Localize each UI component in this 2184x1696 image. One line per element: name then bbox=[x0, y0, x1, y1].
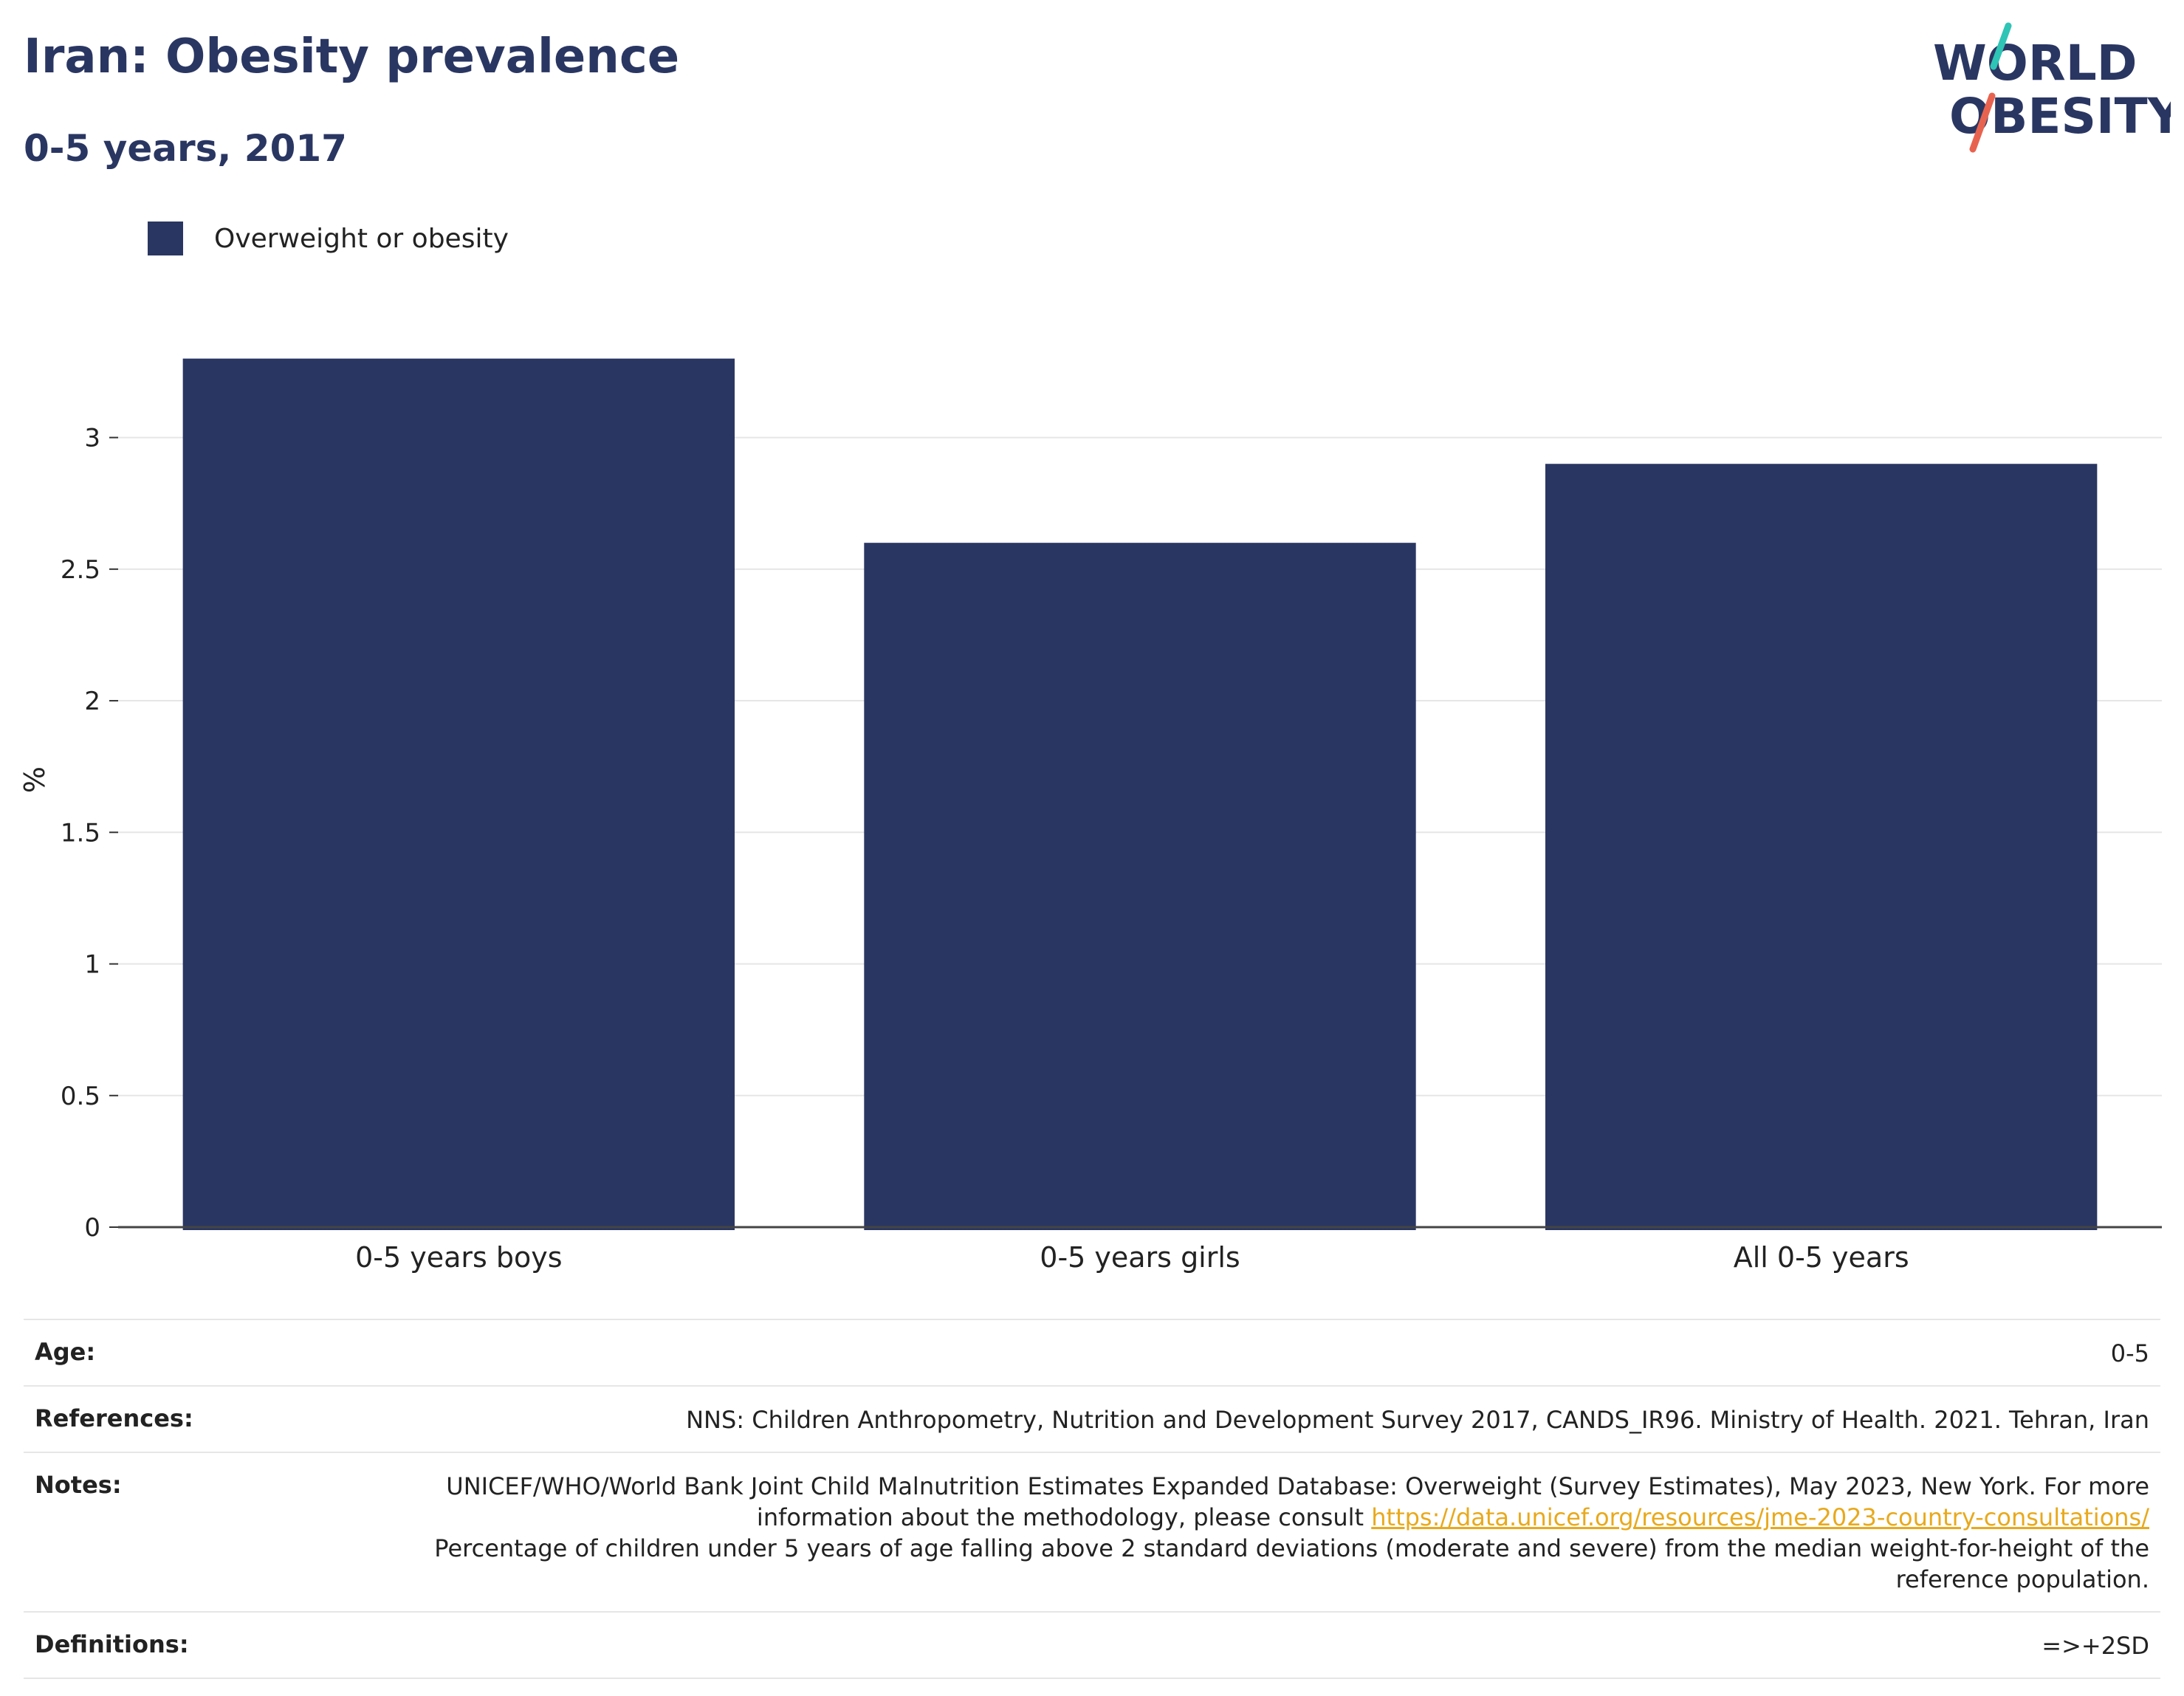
y-tick-label: 2 bbox=[84, 687, 100, 716]
definitions-value: =>+2SD bbox=[2042, 1632, 2149, 1660]
meta-row-notes: Notes: UNICEF/WHO/World Bank Joint Child… bbox=[24, 1452, 2160, 1611]
metadata-table: Age: 0-5 References: NNS: Children Anthr… bbox=[24, 1319, 2160, 1679]
chart-legend: Overweight or obesity bbox=[148, 222, 509, 255]
legend-label: Overweight or obesity bbox=[214, 223, 509, 254]
world-obesity-logo: WORLD OBESITY bbox=[1933, 22, 2171, 153]
x-tick-label: 0-5 years boys bbox=[355, 1241, 562, 1274]
bar-chart: 0 0.5 1 1.5 2 2.5 3% 0-5 years boys 0-5 years gi… bbox=[18, 358, 2162, 1274]
bar bbox=[864, 543, 1416, 1230]
age-label: Age: bbox=[35, 1338, 96, 1366]
notes-link[interactable]: https://data.unicef.org/resources/jme-20… bbox=[1371, 1503, 2149, 1531]
y-tick-label: 2.5 bbox=[61, 555, 100, 585]
references-value: NNS: Children Anthropometry, Nutrition a… bbox=[686, 1406, 2149, 1434]
bar bbox=[1545, 464, 2098, 1230]
y-tick-label: 0 bbox=[84, 1213, 100, 1243]
chart-title: Iran: Obesity prevalence bbox=[24, 30, 680, 84]
bar bbox=[182, 358, 735, 1230]
y-tick-label: 0.5 bbox=[61, 1082, 100, 1111]
legend-swatch bbox=[148, 222, 183, 255]
age-value: 0-5 bbox=[2110, 1339, 2149, 1367]
references-label: References: bbox=[35, 1404, 193, 1432]
y-axis-label: % bbox=[18, 766, 51, 793]
meta-row-references: References: NNS: Children Anthropometry,… bbox=[24, 1385, 2160, 1452]
meta-row-definitions: Definitions: =>+2SD bbox=[24, 1611, 2160, 1679]
notes-label: Notes: bbox=[35, 1471, 122, 1499]
x-tick-label: 0-5 years girls bbox=[1040, 1241, 1240, 1274]
notes-text: UNICEF/WHO/World Bank Joint Child Malnut… bbox=[446, 1472, 2149, 1531]
y-tick-label: 1 bbox=[84, 950, 100, 980]
logo-slash-top bbox=[1990, 22, 2012, 70]
y-tick-label: 3 bbox=[84, 424, 100, 453]
definitions-label: Definitions: bbox=[35, 1630, 189, 1658]
notes-text-definition: Percentage of children under 5 years of … bbox=[434, 1534, 2149, 1593]
x-tick-label: All 0-5 years bbox=[1734, 1241, 1909, 1274]
logo-slash-bottom bbox=[1969, 92, 1996, 153]
y-tick-label: 1.5 bbox=[61, 818, 100, 848]
chart-subtitle: 0-5 years, 2017 bbox=[24, 127, 347, 170]
logo-line1: WORLD bbox=[1933, 35, 2137, 92]
meta-row-age: Age: 0-5 bbox=[24, 1319, 2160, 1385]
notes-value: UNICEF/WHO/World Bank Joint Child Malnut… bbox=[330, 1471, 2149, 1595]
